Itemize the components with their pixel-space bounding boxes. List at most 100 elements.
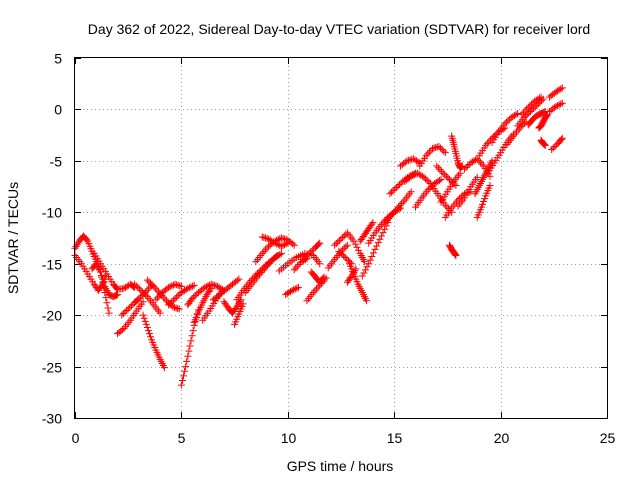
data-point	[157, 290, 165, 298]
series-s45	[437, 169, 464, 206]
data-point	[473, 173, 481, 181]
data-point	[424, 150, 432, 158]
data-point	[233, 303, 241, 311]
data-point	[512, 111, 520, 119]
data-point	[260, 233, 268, 241]
data-point	[235, 275, 243, 283]
data-point	[549, 144, 557, 152]
data-point	[554, 102, 562, 110]
series-s26	[299, 239, 324, 264]
data-point	[408, 155, 416, 163]
data-point	[369, 249, 377, 257]
data-point	[135, 285, 143, 293]
data-point	[440, 147, 448, 155]
series-s47	[446, 241, 460, 259]
data-point	[177, 381, 185, 389]
data-point	[270, 255, 278, 263]
series-s20	[241, 251, 281, 297]
data-point	[160, 364, 168, 372]
data-point	[139, 311, 147, 319]
data-point	[313, 285, 321, 293]
data-point	[368, 220, 376, 228]
data-point	[423, 176, 431, 184]
data-point	[271, 239, 279, 247]
data-point	[290, 286, 298, 294]
data-point	[526, 107, 534, 115]
series-s11	[165, 281, 198, 309]
data-point	[178, 376, 186, 384]
data-point	[256, 270, 264, 278]
x-tick-label: 0	[72, 430, 80, 446]
data-point	[142, 320, 150, 328]
series-s62	[546, 84, 566, 101]
series-s52	[473, 182, 494, 221]
data-point	[501, 120, 509, 128]
data-point	[396, 181, 404, 189]
data-point	[361, 266, 369, 274]
data-point	[475, 157, 483, 165]
data-point	[83, 236, 91, 244]
data-point	[183, 357, 191, 365]
data-point	[528, 106, 536, 114]
data-point	[290, 266, 298, 274]
data-point	[452, 251, 460, 259]
series-s5	[114, 298, 147, 338]
data-point	[281, 241, 289, 249]
data-point	[299, 256, 307, 264]
data-point	[303, 251, 311, 259]
data-point	[293, 262, 301, 270]
data-point	[557, 85, 565, 93]
data-point	[394, 182, 402, 190]
data-point	[201, 283, 209, 291]
data-point	[451, 251, 459, 259]
data-point	[432, 143, 440, 151]
data-point	[537, 93, 545, 101]
data-point	[414, 158, 422, 166]
data-point	[139, 298, 147, 306]
data-point	[263, 244, 271, 252]
data-point	[123, 307, 131, 315]
data-point	[169, 296, 177, 304]
data-point	[530, 104, 538, 112]
series-s3	[88, 260, 113, 317]
data-point	[101, 289, 109, 297]
data-point	[521, 107, 529, 115]
data-point	[171, 280, 179, 288]
data-point	[292, 264, 300, 272]
data-point	[156, 309, 164, 317]
data-point	[174, 281, 182, 289]
data-point	[127, 302, 135, 310]
data-point	[184, 284, 192, 292]
data-point	[273, 240, 281, 248]
data-point	[435, 142, 443, 150]
data-point	[320, 273, 328, 281]
data-point	[377, 221, 385, 229]
data-point	[351, 240, 359, 248]
data-point	[302, 253, 310, 261]
data-point	[288, 286, 296, 294]
data-point	[305, 249, 313, 257]
data-point	[150, 282, 158, 290]
data-point	[433, 143, 441, 151]
data-point	[379, 229, 387, 237]
data-point	[141, 317, 149, 325]
data-point	[422, 175, 430, 183]
series-s35	[358, 219, 392, 280]
series-s23	[282, 283, 302, 299]
data-point	[388, 210, 396, 218]
series-s18	[231, 300, 247, 328]
data-point	[185, 284, 193, 292]
data-point	[277, 234, 285, 242]
series-s31	[331, 229, 368, 266]
data-point	[523, 105, 531, 113]
data-point	[437, 175, 445, 183]
series-s8	[139, 311, 168, 372]
x-tick-label: 20	[494, 430, 510, 446]
data-point	[363, 263, 371, 271]
data-point	[139, 288, 147, 296]
data-point	[188, 332, 196, 340]
data-point	[360, 258, 368, 266]
data-point	[140, 290, 148, 298]
data-point	[282, 240, 290, 248]
